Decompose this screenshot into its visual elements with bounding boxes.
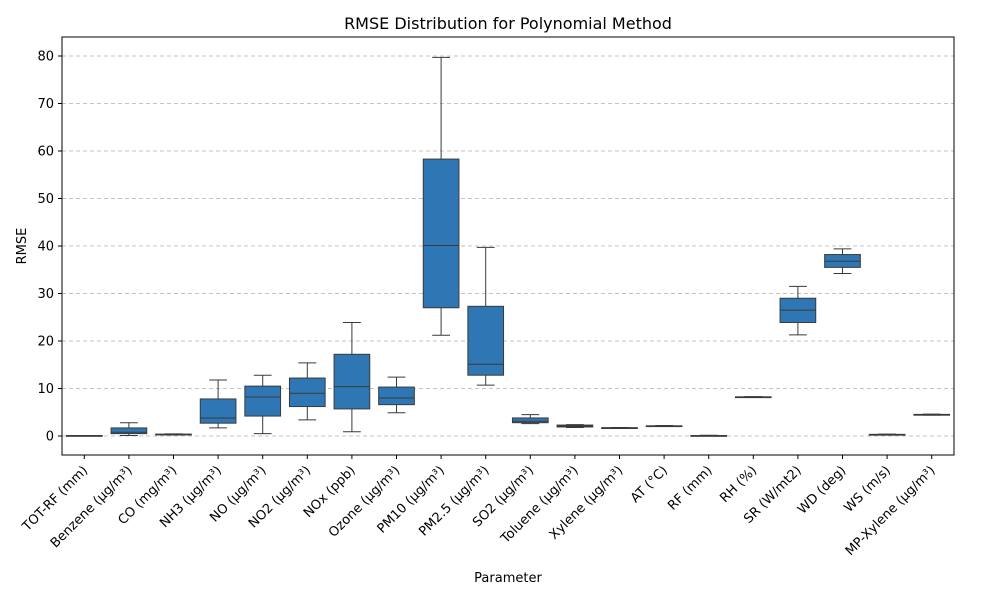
box-10 <box>511 414 549 425</box>
box-iqr <box>244 385 282 417</box>
box-19 <box>913 413 951 416</box>
box-series <box>65 56 951 437</box>
box-iqr <box>422 158 460 309</box>
x-tick-label: RF (mm) <box>665 463 715 513</box>
box-18 <box>868 433 906 436</box>
box-iqr <box>511 417 549 424</box>
x-axis-label: Parameter <box>474 571 542 586</box>
box-4 <box>244 374 282 435</box>
box-iqr <box>378 386 415 406</box>
x-tick-label: RH (%) <box>717 463 760 506</box>
y-tick-label: 40 <box>37 240 54 255</box>
box-iqr <box>199 398 237 424</box>
box-7 <box>378 376 415 414</box>
box-14 <box>690 434 728 437</box>
box-12 <box>601 426 638 429</box>
box-iqr <box>333 353 371 410</box>
box-iqr <box>467 305 505 376</box>
y-axis-label: RMSE <box>15 228 30 265</box>
x-tick-label: Toluene (μg/m³) <box>498 463 582 547</box>
grid-lines <box>62 55 954 437</box>
plot-frame <box>61 36 955 456</box>
y-tick-label: 60 <box>37 145 54 160</box>
y-tick-label: 20 <box>37 335 54 350</box>
y-tick-label: 80 <box>37 50 54 65</box>
x-tick-label: WD (deg) <box>795 463 849 517</box>
y-tick-label: 70 <box>37 97 54 112</box>
y-tick-label: 30 <box>37 287 54 302</box>
box-6 <box>333 321 371 433</box>
y-axis-ticks: 0 10 20 30 40 50 60 70 80 <box>37 50 62 445</box>
box-iqr <box>110 427 148 435</box>
box-1 <box>110 422 148 437</box>
chart-title: RMSE Distribution for Polynomial Method <box>344 14 672 33</box>
box-8 <box>422 56 460 336</box>
x-tick-label: AT (°C) <box>628 463 671 506</box>
y-tick-label: 50 <box>37 192 54 207</box>
x-tick-label: MP-Xylene (μg/m³) <box>843 463 939 559</box>
box-5 <box>288 362 326 421</box>
y-tick-label: 0 <box>46 430 54 445</box>
box-13 <box>645 425 683 428</box>
box-17 <box>824 248 861 275</box>
box-iqr <box>288 377 326 408</box>
box-2 <box>155 433 192 436</box>
x-tick-label: Benzene (μg/m³) <box>48 463 136 551</box>
box-15 <box>734 396 772 399</box>
box-11 <box>556 424 594 428</box>
box-3 <box>199 379 237 429</box>
box-0 <box>65 435 103 437</box>
box-16 <box>779 285 817 336</box>
box-9 <box>467 246 505 386</box>
y-tick-label: 10 <box>37 382 54 397</box>
x-axis-ticks: TOT-RF (mm)Benzene (μg/m³)CO (mg/m³)NH3 … <box>19 455 939 559</box>
